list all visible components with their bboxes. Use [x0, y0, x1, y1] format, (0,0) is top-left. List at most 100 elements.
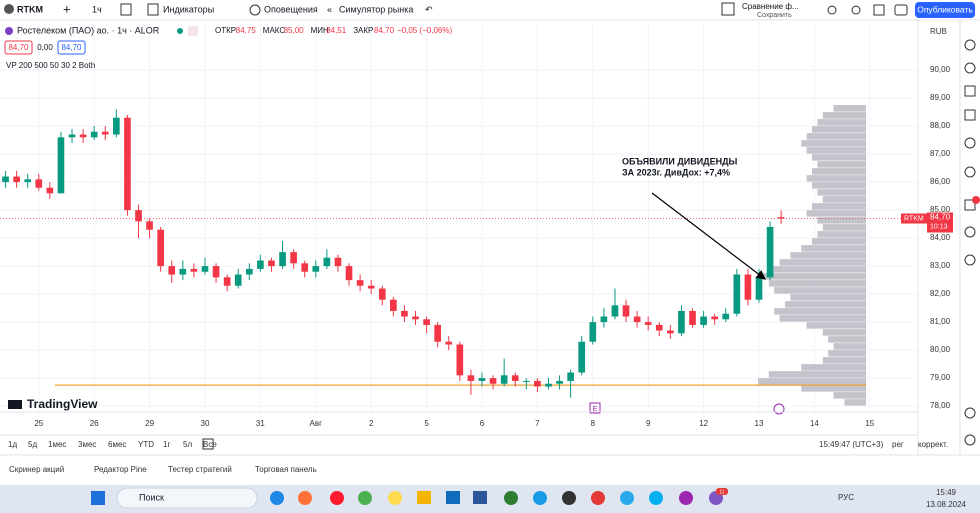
date-range-icon[interactable] — [202, 438, 214, 450]
bid-box — [4, 40, 33, 55]
ohlc-value: 84,51 — [326, 26, 347, 35]
annotation-arrow — [651, 192, 766, 280]
symbol-tag — [901, 213, 927, 224]
candle-body — [644, 322, 652, 325]
volume-profile-bar — [785, 301, 866, 308]
earnings-marker[interactable] — [589, 402, 601, 414]
range-button[interactable]: 3мес — [78, 440, 96, 449]
annotation: ОБЪЯВИЛИ ДИВИДЕНДЫ — [622, 156, 738, 166]
currency[interactable]: RUB — [930, 27, 947, 36]
candle-body — [578, 341, 586, 373]
replay[interactable]: Симулятор рынка — [339, 4, 413, 14]
volume-profile-bar — [812, 238, 866, 245]
volume-profile-bar — [822, 224, 866, 231]
candle-body — [678, 310, 685, 334]
chart-type-icon[interactable] — [120, 3, 132, 16]
candle-body — [113, 117, 120, 135]
candle-body — [124, 117, 131, 211]
indicators[interactable]: Индикаторы — [163, 4, 214, 14]
search-icon[interactable] — [4, 4, 14, 14]
range-button[interactable]: YTD — [138, 440, 154, 449]
session[interactable]: рег — [892, 440, 904, 449]
y-tick-label: 87,00 — [930, 149, 951, 158]
layout-icon[interactable] — [721, 2, 735, 16]
range-button[interactable]: 6мес — [108, 440, 126, 449]
symbol-logo — [5, 27, 13, 35]
symbol[interactable]: RTKM — [17, 4, 43, 14]
volume-profile-bar — [806, 175, 866, 182]
language[interactable]: РУС — [838, 493, 854, 502]
candle-body — [755, 277, 763, 300]
candle-body — [655, 324, 663, 331]
add-symbol[interactable]: + — [63, 1, 71, 16]
adjust[interactable]: коррект. — [918, 440, 948, 449]
volume-profile-bar — [822, 357, 866, 364]
volume-profile-bar — [833, 392, 866, 399]
range-button[interactable]: Все — [203, 440, 217, 449]
candle-body — [79, 134, 87, 138]
panel-tab[interactable]: Торговая панель — [255, 465, 317, 474]
interval[interactable]: 1ч — [92, 4, 102, 14]
range-button[interactable]: 1д — [8, 440, 17, 449]
candle-body — [268, 260, 275, 267]
x-tick-label: Авг — [310, 419, 323, 428]
undo[interactable]: ↶ — [425, 4, 433, 14]
search-label[interactable]: Поиск — [139, 492, 164, 502]
volume-profile-bar — [779, 315, 866, 322]
compare[interactable]: Сравнение ф... — [742, 2, 799, 11]
flag-icon — [188, 26, 198, 36]
right-sidebar — [964, 39, 980, 446]
range-button[interactable]: 1г — [163, 440, 170, 449]
range-button[interactable]: 1мес — [48, 440, 66, 449]
range-button[interactable]: 5д — [28, 440, 37, 449]
dividend-marker[interactable] — [773, 403, 785, 415]
candle-body — [290, 252, 297, 264]
volume-profile-bar — [833, 343, 866, 350]
volume-profile-bar — [812, 203, 866, 210]
clock: 15:49:47 (UTC+3) — [819, 440, 884, 449]
panel-tab[interactable]: Скринер акций — [9, 465, 64, 474]
panel-tab[interactable]: Тестер стратегий — [168, 465, 232, 474]
camera-icon[interactable] — [894, 4, 908, 16]
volume-profile-bar — [828, 336, 866, 343]
candle-body — [356, 280, 364, 286]
candle-body — [434, 324, 441, 342]
volume-profile-bar — [806, 147, 866, 154]
volume-profile-bar — [817, 231, 866, 238]
volume-profile-bar — [790, 252, 866, 259]
fullscreen-icon[interactable] — [873, 4, 885, 16]
candle-body — [545, 383, 552, 387]
countdown: 10:13 — [930, 223, 948, 230]
gear-icon[interactable] — [851, 5, 861, 15]
volume-profile-bar — [817, 161, 866, 168]
candle-body — [456, 344, 464, 376]
volume-profile-bar — [806, 322, 866, 329]
volume-profile-bar — [790, 294, 866, 301]
ask-box — [57, 40, 86, 55]
panel-tab[interactable]: Редактор Pine — [94, 465, 147, 474]
annotation: ЗА 2023г. ДивДох: +7,4% — [622, 167, 730, 177]
volume-profile-bar — [844, 399, 866, 406]
candle-body — [135, 210, 142, 222]
start-button[interactable] — [91, 491, 105, 505]
settings-icon[interactable] — [827, 5, 837, 15]
search-box[interactable] — [116, 487, 258, 509]
candle-body — [190, 268, 198, 272]
x-tick-label: 15 — [865, 419, 874, 428]
price-tag-label: 84,70 — [930, 213, 951, 222]
publish-button[interactable] — [915, 2, 975, 18]
time: 15:49 — [936, 488, 957, 497]
volume-profile-bar — [779, 259, 866, 266]
ohlc-change: −0,05 (−0,06%) — [397, 26, 452, 35]
legend-title: Ростелеком (ПАО) ао. · 1ч · ALOR — [17, 25, 160, 35]
candle-body — [467, 375, 475, 381]
y-tick-label: 86,00 — [930, 177, 951, 186]
alerts[interactable]: Оповещения — [264, 4, 318, 14]
y-tick-label: 79,00 — [930, 373, 951, 382]
volume-profile-bar — [774, 287, 866, 294]
volume-profile-bar — [822, 196, 866, 203]
range-button[interactable]: 5л — [183, 440, 192, 449]
alerts-icon — [249, 4, 261, 16]
y-tick-label: 80,00 — [930, 345, 951, 354]
publish-label[interactable]: Опубликовать — [917, 4, 973, 14]
